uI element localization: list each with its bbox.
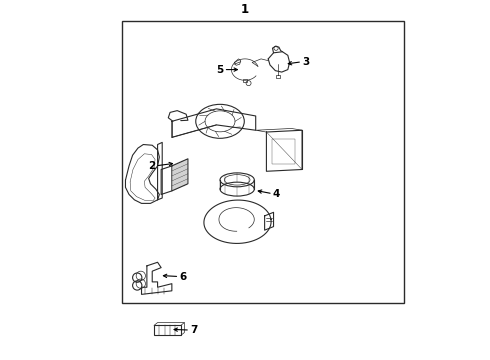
Text: 3: 3: [302, 57, 309, 67]
Bar: [154, 325, 181, 336]
Text: 6: 6: [179, 271, 187, 282]
Bar: [243, 78, 247, 82]
Text: 2: 2: [148, 161, 155, 171]
Text: 5: 5: [217, 64, 223, 75]
Bar: [122, 21, 404, 303]
Bar: [272, 139, 295, 164]
Text: 1: 1: [241, 3, 249, 16]
Text: 4: 4: [273, 189, 280, 199]
Text: 7: 7: [190, 325, 197, 335]
